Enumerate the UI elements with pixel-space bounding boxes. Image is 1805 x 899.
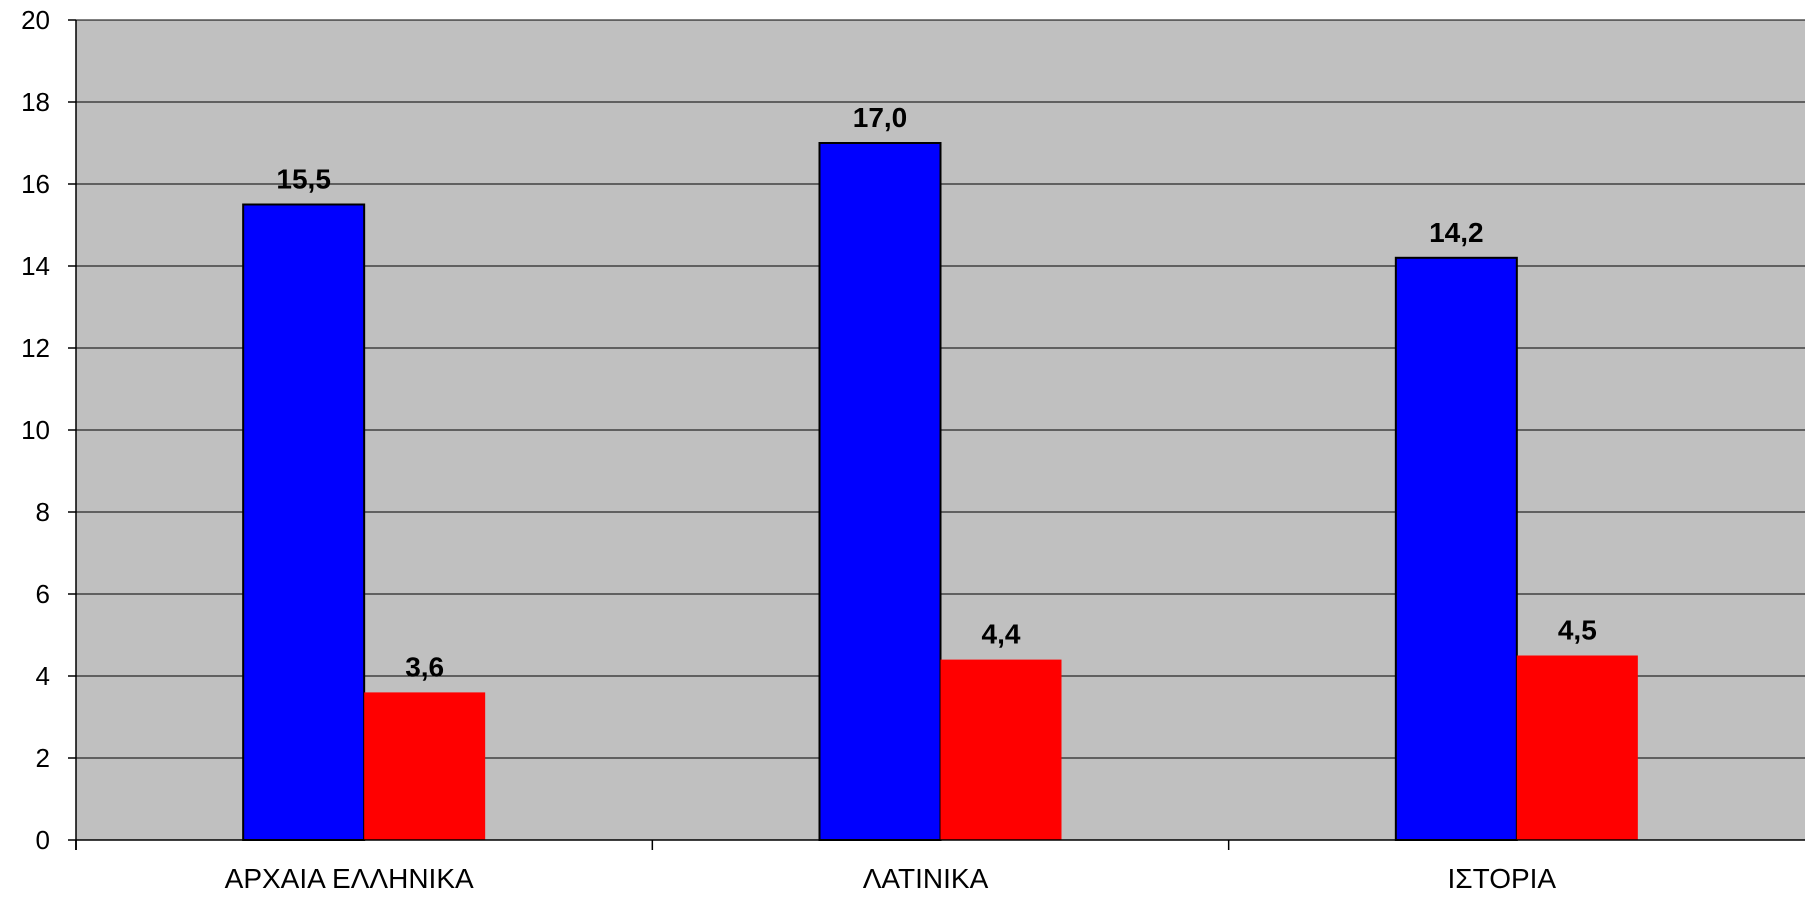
y-tick-label: 14 bbox=[21, 251, 50, 281]
y-tick-label: 12 bbox=[21, 333, 50, 363]
data-label-series-1-1: 17,0 bbox=[853, 102, 908, 133]
labels: 0 2 4 6 8 10 12 14 16 18 20 15,5 3,6 ΑΡΧΑΙΑ ΕΛΛΗΝΙΚΑ 1… bbox=[21, 5, 1597, 894]
y-tick-label: 0 bbox=[36, 825, 50, 855]
y-tick-label: 4 bbox=[36, 661, 50, 691]
y-tick-label: 2 bbox=[36, 743, 50, 773]
y-tick-label: 10 bbox=[21, 415, 50, 445]
bar-series-1-2 bbox=[1394, 256, 1518, 841]
data-label-series-1-0: 15,5 bbox=[276, 164, 331, 195]
bar-series-1-1 bbox=[818, 142, 942, 841]
data-label-series-1-2: 14,2 bbox=[1429, 217, 1484, 248]
y-tick-label: 20 bbox=[21, 5, 50, 35]
bars bbox=[242, 142, 1638, 841]
bar-series-2-0 bbox=[364, 692, 486, 840]
data-label-series-2-2: 4,5 bbox=[1558, 615, 1597, 646]
x-category-label: ΑΡΧΑΙΑ ΕΛΛΗΝΙΚΑ bbox=[225, 863, 474, 894]
bar-series-2-2 bbox=[1516, 655, 1638, 840]
x-category-label: ΙΣΤΟΡΙΑ bbox=[1448, 863, 1557, 894]
axes bbox=[68, 19, 1805, 850]
y-tick-label: 8 bbox=[36, 497, 50, 527]
bar-series-1-0 bbox=[242, 203, 366, 841]
data-label-series-2-1: 4,4 bbox=[982, 619, 1021, 650]
bar-series-2-1 bbox=[940, 659, 1062, 840]
data-label-series-2-0: 3,6 bbox=[405, 651, 444, 682]
y-tick-label: 18 bbox=[21, 87, 50, 117]
x-category-label: ΛΑΤΙΝΙΚΑ bbox=[863, 863, 989, 894]
y-tick-label: 16 bbox=[21, 169, 50, 199]
y-tick-label: 6 bbox=[36, 579, 50, 609]
